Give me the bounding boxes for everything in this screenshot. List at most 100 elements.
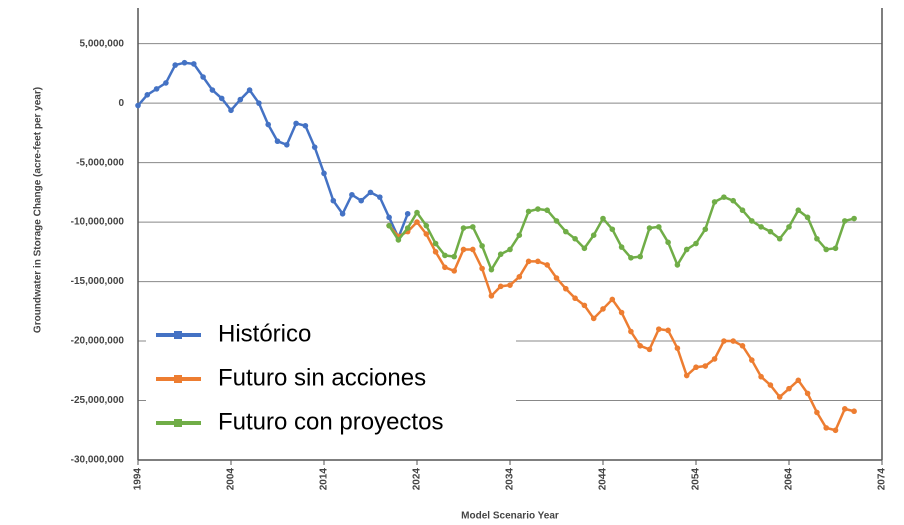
point bbox=[823, 425, 829, 431]
point bbox=[637, 343, 643, 349]
point bbox=[702, 363, 709, 369]
point bbox=[135, 102, 141, 109]
point bbox=[609, 296, 616, 303]
point bbox=[776, 235, 783, 242]
point bbox=[721, 194, 727, 200]
point bbox=[246, 87, 253, 93]
point bbox=[786, 224, 792, 230]
point bbox=[144, 92, 151, 98]
point bbox=[646, 225, 653, 231]
point bbox=[507, 246, 513, 253]
point bbox=[442, 252, 448, 259]
point bbox=[767, 228, 774, 235]
point bbox=[711, 356, 718, 362]
point bbox=[218, 95, 225, 102]
y-tick-label: -15,000,000 bbox=[71, 276, 125, 287]
point bbox=[758, 224, 764, 230]
point bbox=[460, 246, 467, 253]
point bbox=[693, 240, 699, 247]
point bbox=[795, 377, 802, 384]
point bbox=[739, 207, 746, 214]
x-tick-label: 2044 bbox=[598, 468, 609, 491]
point bbox=[200, 74, 206, 80]
point bbox=[535, 206, 541, 212]
x-tick-label: 1994 bbox=[133, 468, 144, 491]
point bbox=[274, 138, 281, 145]
point bbox=[581, 245, 588, 252]
point bbox=[842, 406, 848, 412]
point bbox=[814, 235, 820, 242]
legend-marker bbox=[174, 419, 182, 427]
x-tick-label: 2024 bbox=[412, 468, 423, 491]
point bbox=[479, 265, 485, 272]
point bbox=[470, 224, 476, 230]
point bbox=[488, 293, 495, 299]
point bbox=[609, 226, 616, 233]
x-tick-label: 2064 bbox=[784, 468, 795, 491]
point bbox=[525, 208, 532, 215]
y-tick-label: -10,000,000 bbox=[71, 217, 125, 228]
point bbox=[442, 264, 448, 271]
point bbox=[386, 222, 392, 229]
point bbox=[563, 228, 569, 235]
point bbox=[153, 86, 160, 92]
point bbox=[451, 253, 458, 260]
legend-marker bbox=[174, 375, 182, 383]
point bbox=[553, 218, 560, 224]
legend-box bbox=[146, 315, 516, 445]
point bbox=[377, 194, 383, 200]
y-tick-label: -30,000,000 bbox=[71, 455, 125, 466]
point bbox=[637, 253, 643, 260]
point bbox=[265, 121, 272, 128]
y-tick-label: -20,000,000 bbox=[71, 336, 125, 347]
x-axis-label: Model Scenario Year bbox=[461, 511, 559, 522]
point bbox=[395, 237, 402, 243]
point bbox=[804, 390, 811, 397]
point bbox=[749, 218, 755, 224]
point bbox=[749, 357, 755, 363]
point bbox=[832, 427, 839, 434]
legend-label: Futuro con proyectos bbox=[218, 408, 443, 435]
point bbox=[237, 96, 244, 103]
point bbox=[172, 62, 178, 68]
point bbox=[823, 246, 829, 253]
legend-marker bbox=[174, 331, 182, 339]
point bbox=[665, 239, 671, 246]
point bbox=[423, 231, 430, 237]
point bbox=[209, 87, 216, 93]
point bbox=[711, 199, 718, 205]
y-tick-label: 5,000,000 bbox=[80, 38, 125, 49]
point bbox=[349, 191, 355, 198]
point bbox=[581, 302, 588, 309]
point bbox=[339, 210, 346, 217]
point bbox=[628, 328, 634, 335]
point bbox=[191, 61, 197, 67]
point bbox=[776, 394, 783, 400]
point bbox=[470, 246, 476, 253]
point bbox=[293, 120, 299, 127]
point bbox=[535, 258, 541, 265]
point bbox=[758, 373, 764, 380]
point bbox=[674, 262, 681, 268]
point bbox=[767, 382, 774, 388]
point bbox=[516, 232, 523, 238]
y-tick-label: -25,000,000 bbox=[71, 395, 125, 406]
point bbox=[404, 210, 411, 217]
point bbox=[572, 295, 578, 302]
point bbox=[702, 226, 709, 233]
point bbox=[358, 197, 365, 204]
x-tick-label: 2014 bbox=[319, 468, 330, 491]
point bbox=[693, 364, 699, 371]
point bbox=[851, 215, 857, 222]
point bbox=[814, 409, 820, 416]
legend-label: Futuro sin acciones bbox=[218, 364, 426, 391]
point bbox=[618, 309, 625, 316]
point bbox=[386, 214, 392, 221]
legend-label: Histórico bbox=[218, 320, 311, 347]
point bbox=[544, 207, 550, 214]
point bbox=[284, 141, 290, 148]
point bbox=[432, 249, 439, 255]
point bbox=[739, 343, 746, 349]
point bbox=[321, 170, 327, 177]
y-tick-label: 0 bbox=[118, 98, 124, 109]
